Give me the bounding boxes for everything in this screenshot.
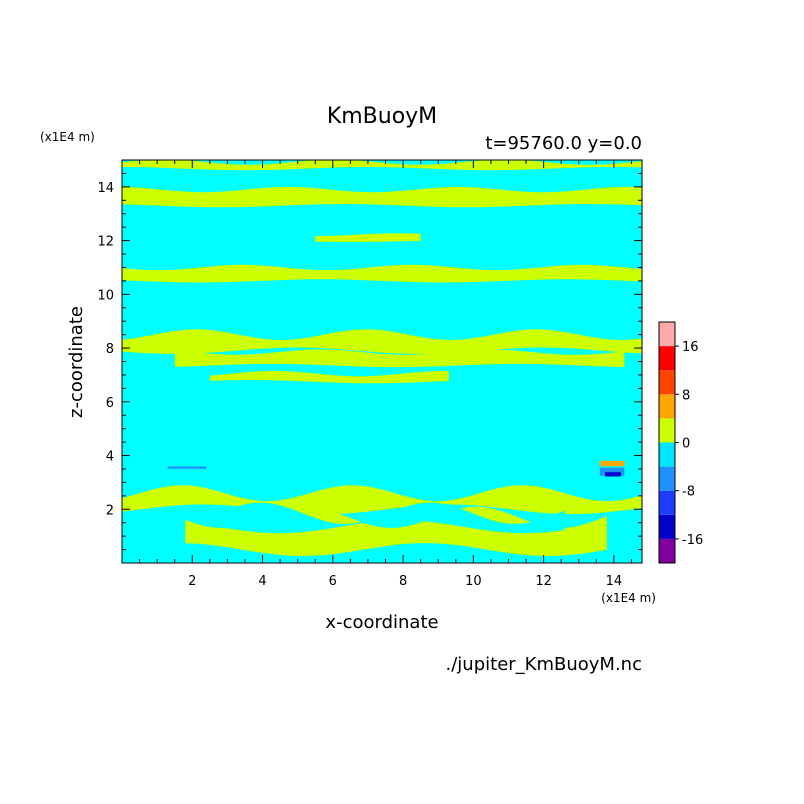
colorbar-swatch: [659, 346, 675, 371]
x-axis: 2 4 6 8 10 12 14: [121, 160, 632, 589]
y-tick-label: 12: [97, 235, 114, 250]
x-tick-label: 4: [258, 574, 266, 589]
x-tick-label: 14: [606, 574, 623, 589]
contour-region: [315, 233, 421, 242]
chart-subtitle: t=95760.0 y=0.0: [485, 133, 642, 154]
y-tick-label: 14: [97, 181, 114, 196]
y-tick-label: 2: [106, 503, 114, 518]
x-unit-label: (x1E4 m): [601, 591, 656, 605]
contour-region: [199, 502, 565, 534]
y-tick-label: 10: [97, 288, 114, 303]
y-tick-label: 8: [106, 342, 114, 357]
x-tick-label: 8: [399, 574, 407, 589]
contour-region: [122, 186, 642, 208]
contour-region: [599, 460, 625, 467]
contour-region: [122, 160, 642, 171]
colorbar-tick-label: 16: [682, 340, 699, 355]
colorbar-swatch: [659, 418, 675, 443]
contour-region: [605, 472, 621, 477]
contour-region: [174, 349, 625, 368]
colorbar-swatch: [659, 370, 675, 395]
x-tick-label: 12: [535, 574, 552, 589]
source-file-label: ./jupiter_KmBuoyM.nc: [446, 654, 642, 675]
contour-region: [122, 264, 642, 283]
colorbar: -16 -8 0 8 16: [658, 321, 703, 564]
y-tick-label: 6: [106, 396, 114, 411]
x-tick-label: 2: [188, 574, 196, 589]
colorbar-swatch: [659, 322, 675, 347]
colorbar-tick-label: -16: [682, 533, 703, 548]
y-axis-label: z-coordinate: [66, 306, 87, 418]
colorbar-swatch: [659, 466, 675, 491]
chart-title: KmBuoyM: [327, 104, 437, 129]
colorbar-swatch: [659, 514, 675, 539]
colorbar-swatch: [659, 394, 675, 419]
colorbar-tick-label: 8: [682, 388, 690, 403]
contour-region: [122, 329, 642, 354]
y-axis: 2 4 6 8 10 12 14: [97, 159, 642, 564]
y-tick-label: 4: [106, 450, 114, 465]
colorbar-tick-label: 0: [682, 437, 690, 452]
colorbar-swatch: [659, 490, 675, 515]
colorbar-swatch: [659, 442, 675, 467]
colorbar-tick-label: -8: [682, 485, 695, 500]
x-tick-label: 10: [465, 574, 482, 589]
x-tick-label: 6: [329, 574, 337, 589]
contour-region: [209, 370, 449, 384]
contour-plot-area: [122, 160, 642, 563]
y-unit-label: (x1E4 m): [40, 130, 95, 144]
colorbar-swatch: [659, 538, 675, 563]
x-axis-label: x-coordinate: [325, 612, 438, 633]
contour-region: [167, 466, 207, 469]
